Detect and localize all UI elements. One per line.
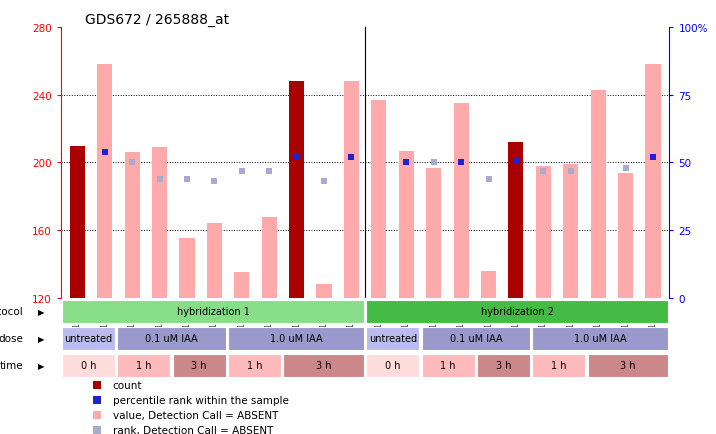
- Bar: [426, 168, 441, 298]
- Text: 1 h: 1 h: [440, 360, 456, 370]
- Bar: [117, 327, 226, 350]
- Text: 0 h: 0 h: [385, 360, 400, 370]
- Text: GDS672 / 265888_at: GDS672 / 265888_at: [85, 13, 229, 27]
- Text: hybridization 2: hybridization 2: [481, 306, 553, 316]
- Bar: [588, 354, 668, 377]
- Bar: [62, 354, 115, 377]
- Bar: [645, 65, 661, 298]
- Bar: [228, 327, 364, 350]
- Text: 3 h: 3 h: [191, 360, 207, 370]
- Text: 3 h: 3 h: [316, 360, 332, 370]
- Bar: [536, 167, 551, 298]
- Text: 1.0 uM IAA: 1.0 uM IAA: [270, 333, 322, 343]
- Text: 3 h: 3 h: [495, 360, 511, 370]
- Bar: [261, 217, 277, 298]
- Text: 0.1 uM IAA: 0.1 uM IAA: [145, 333, 198, 343]
- Text: rank, Detection Call = ABSENT: rank, Detection Call = ABSENT: [112, 425, 273, 434]
- Bar: [367, 300, 668, 323]
- Bar: [532, 354, 586, 377]
- Bar: [207, 224, 222, 298]
- Bar: [591, 91, 606, 298]
- Bar: [422, 354, 475, 377]
- Text: untreated: untreated: [369, 333, 417, 343]
- Bar: [372, 101, 387, 298]
- Bar: [234, 273, 249, 298]
- Bar: [344, 82, 359, 298]
- Text: 1.0 uM IAA: 1.0 uM IAA: [574, 333, 626, 343]
- Bar: [367, 327, 420, 350]
- Text: 0 h: 0 h: [81, 360, 96, 370]
- Text: 3 h: 3 h: [620, 360, 636, 370]
- Bar: [453, 104, 469, 298]
- Text: time: time: [0, 360, 23, 370]
- Text: untreated: untreated: [64, 333, 112, 343]
- Bar: [69, 146, 85, 298]
- Text: protocol: protocol: [0, 306, 23, 316]
- Text: 0.1 uM IAA: 0.1 uM IAA: [450, 333, 502, 343]
- Bar: [97, 65, 112, 298]
- Bar: [117, 354, 170, 377]
- Bar: [62, 300, 364, 323]
- Text: ▶: ▶: [37, 334, 44, 343]
- Bar: [228, 354, 281, 377]
- Bar: [563, 165, 579, 298]
- Bar: [508, 143, 523, 298]
- Bar: [477, 354, 530, 377]
- Bar: [618, 173, 633, 298]
- Text: ▶: ▶: [37, 307, 44, 316]
- Bar: [532, 327, 668, 350]
- Text: value, Detection Call = ABSENT: value, Detection Call = ABSENT: [112, 410, 278, 420]
- Bar: [367, 354, 420, 377]
- Bar: [125, 153, 140, 298]
- Bar: [481, 271, 496, 298]
- Bar: [152, 148, 167, 298]
- Text: dose: dose: [0, 333, 23, 343]
- Text: 1 h: 1 h: [247, 360, 262, 370]
- Bar: [399, 151, 414, 298]
- Bar: [316, 284, 332, 298]
- Text: 1 h: 1 h: [551, 360, 566, 370]
- Text: count: count: [112, 380, 142, 390]
- Bar: [289, 82, 304, 298]
- Text: hybridization 1: hybridization 1: [177, 306, 249, 316]
- Text: percentile rank within the sample: percentile rank within the sample: [112, 395, 289, 405]
- Bar: [173, 354, 226, 377]
- Text: 1 h: 1 h: [136, 360, 152, 370]
- Bar: [284, 354, 364, 377]
- Text: ▶: ▶: [37, 361, 44, 370]
- Bar: [62, 327, 115, 350]
- Bar: [422, 327, 530, 350]
- Bar: [180, 239, 195, 298]
